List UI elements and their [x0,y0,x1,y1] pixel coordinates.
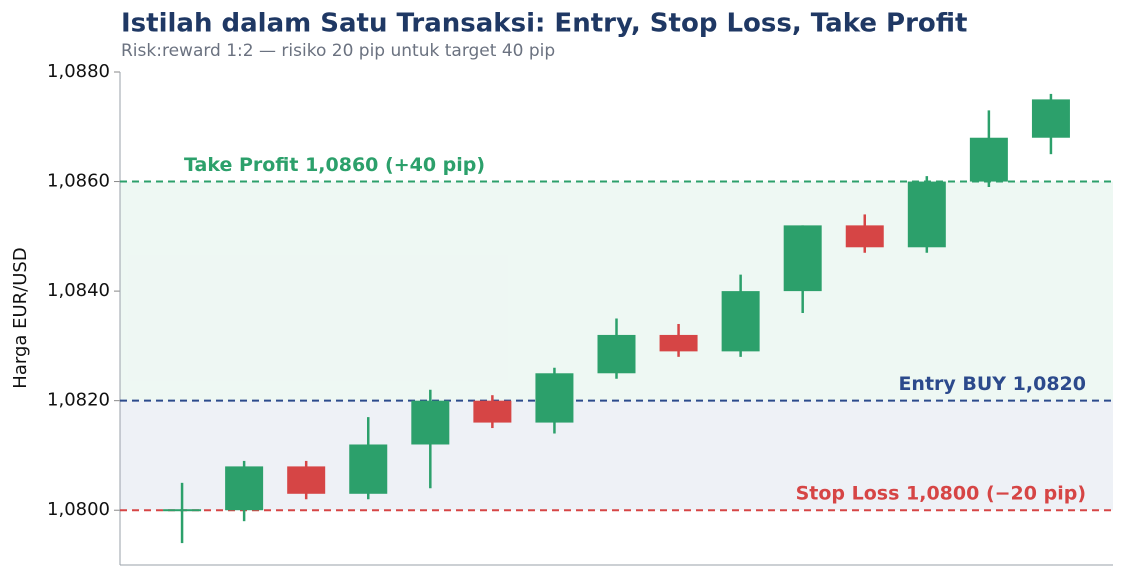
y-tick-label: 1,0820 [47,390,110,411]
candle-body [969,137,1008,182]
level-label: Take Profit 1,0860 (+40 pip) [184,154,485,176]
y-tick-label: 1,0860 [47,171,110,192]
y-tick-label: 1,0880 [47,61,110,82]
candle-body [473,400,512,423]
candle-body [783,225,822,292]
level-label: Entry BUY 1,0820 [898,373,1086,395]
candle-body [845,225,884,248]
y-tick-label: 1,0840 [47,280,110,301]
candle-body [225,466,264,511]
candle-body [287,466,326,494]
candle-body [349,444,388,494]
chart-subtitle: Risk:reward 1:2 — risiko 20 pip untuk ta… [121,41,555,61]
candle-body [411,400,450,445]
y-tick-label: 1,0800 [47,499,110,520]
candle-body [721,291,760,352]
candle-body [659,334,698,352]
level-label: Stop Loss 1,0800 (−20 pip) [796,483,1086,505]
zone [120,400,1113,511]
candle-body [597,334,636,374]
candle-body [163,509,202,512]
y-axis-label: Harga EUR/USD [10,247,31,388]
candle-body [535,373,574,423]
candle-body [907,181,946,248]
chart-title: Istilah dalam Satu Transaksi: Entry, Sto… [121,9,967,39]
candle-body [1031,99,1070,138]
